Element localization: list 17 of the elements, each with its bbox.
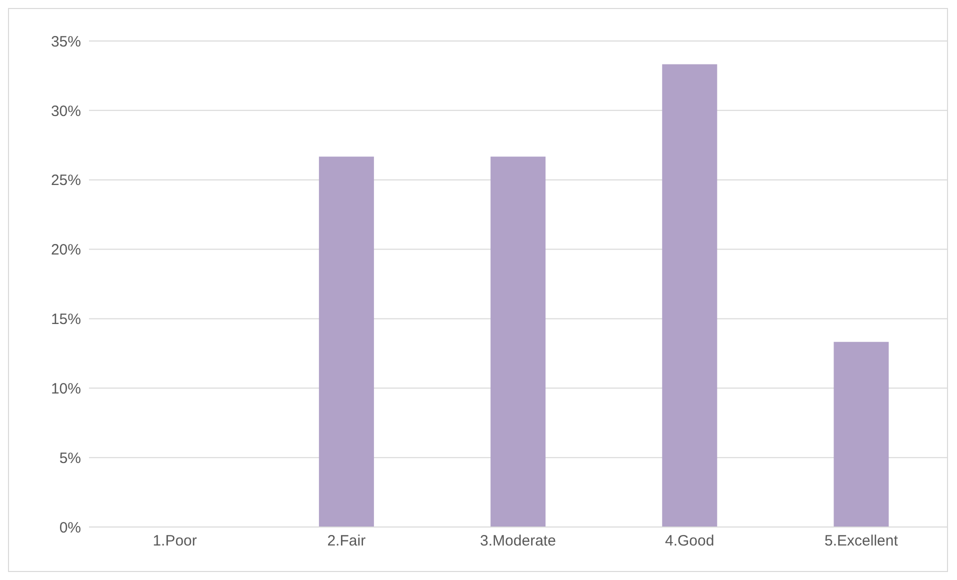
bar [662, 64, 718, 527]
x-tick-label: 4.Good [664, 532, 714, 550]
bar [490, 156, 546, 527]
x-tick-label: 2.Fair [327, 532, 366, 550]
y-tick-label: 30% [50, 102, 81, 120]
y-tick-label: 15% [50, 311, 81, 328]
x-tick-label: 5.Excellent [824, 532, 899, 550]
x-tick-label: 1.Poor [152, 532, 197, 550]
y-tick-label: 20% [50, 242, 81, 259]
y-tick-label: 0% [59, 519, 81, 536]
bar [834, 342, 889, 527]
y-tick-label: 10% [50, 380, 81, 398]
y-tick-label: 25% [50, 172, 81, 190]
x-tick-label: 3.Moderate [480, 532, 556, 550]
y-tick-label: 5% [59, 450, 81, 467]
bar [318, 156, 374, 527]
y-tick-label: 35% [50, 33, 81, 50]
